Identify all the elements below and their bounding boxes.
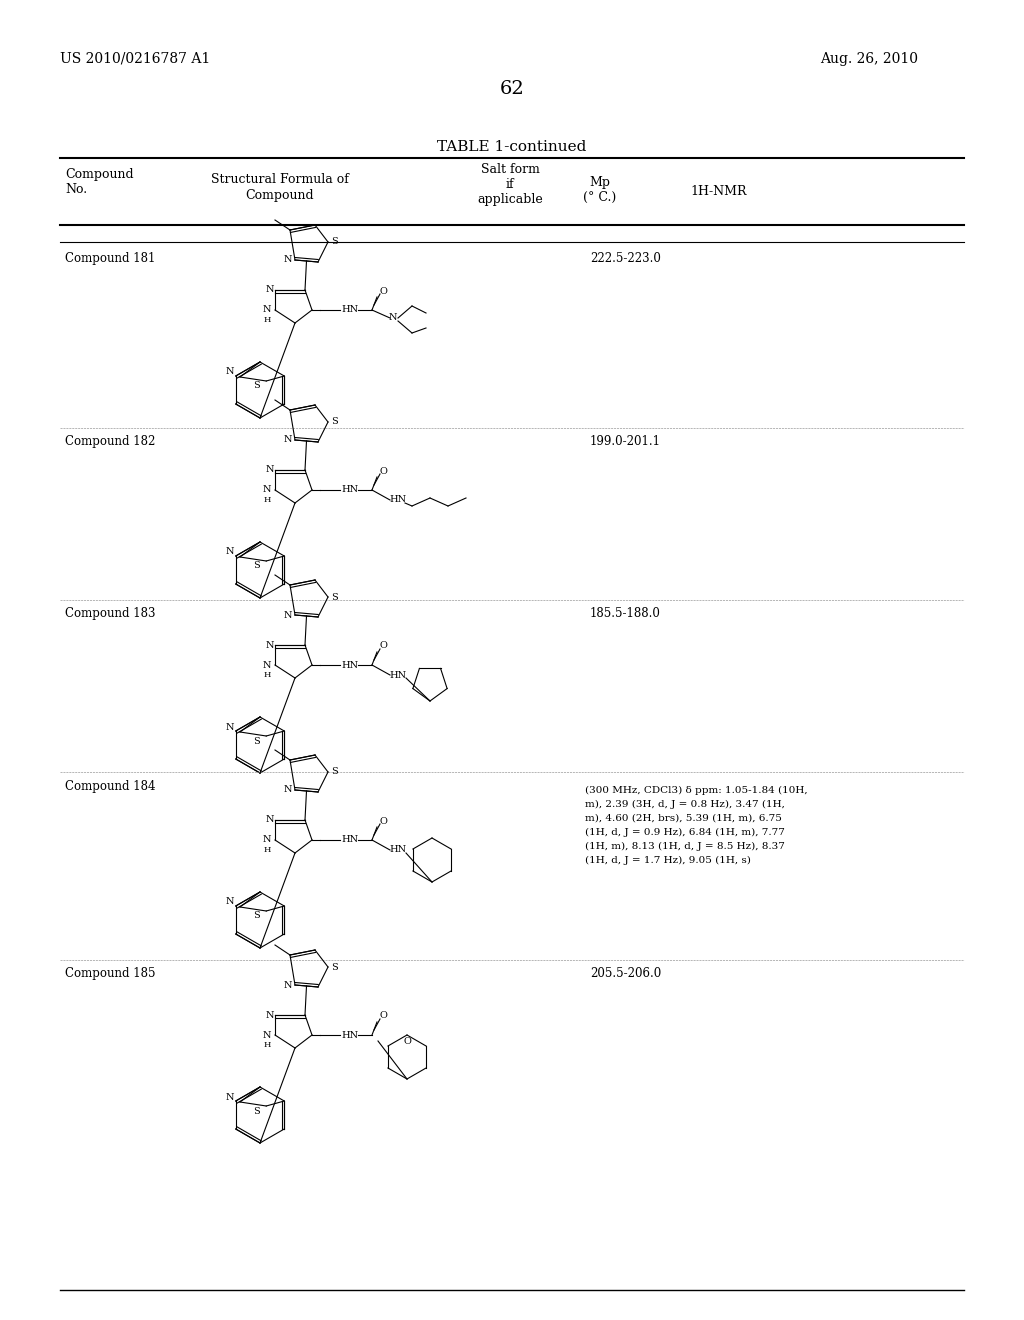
Text: S: S [253,1106,260,1115]
Text: 205.5-206.0: 205.5-206.0 [590,968,662,979]
Text: HN: HN [341,305,358,314]
Text: applicable: applicable [477,193,543,206]
Text: Compound 184: Compound 184 [65,780,156,793]
Text: H: H [263,315,270,323]
Text: O: O [379,817,387,825]
Text: 1H-NMR: 1H-NMR [690,185,746,198]
Text: O: O [379,286,387,296]
Text: HN: HN [341,660,358,669]
Text: Compound 182: Compound 182 [65,436,156,447]
Text: Compound 181: Compound 181 [65,252,156,265]
Text: N: N [284,785,292,795]
Text: N: N [263,836,271,845]
Text: O: O [379,466,387,475]
Text: S: S [332,962,338,972]
Text: 199.0-201.1: 199.0-201.1 [590,436,662,447]
Text: if: if [506,178,514,191]
Text: HN: HN [389,495,407,504]
Text: N: N [284,256,292,264]
Text: TABLE 1-continued: TABLE 1-continued [437,140,587,154]
Text: (° C.): (° C.) [584,191,616,205]
Text: N: N [284,610,292,619]
Text: N: N [225,898,234,907]
Text: (1H, d, J = 1.7 Hz), 9.05 (1H, s): (1H, d, J = 1.7 Hz), 9.05 (1H, s) [585,855,751,865]
Text: N: N [266,1011,274,1019]
Text: N: N [225,1093,234,1101]
Text: HN: HN [341,836,358,845]
Text: m), 4.60 (2H, brs), 5.39 (1H, m), 6.75: m), 4.60 (2H, brs), 5.39 (1H, m), 6.75 [585,814,782,822]
Text: H: H [263,671,270,678]
Text: HN: HN [389,846,407,854]
Text: N: N [266,466,274,474]
Text: N: N [263,305,271,314]
Text: US 2010/0216787 A1: US 2010/0216787 A1 [60,51,210,66]
Text: O: O [379,642,387,651]
Text: N: N [225,367,234,376]
Text: Compound: Compound [65,168,133,181]
Text: H: H [263,496,270,504]
Text: N: N [266,640,274,649]
Text: S: S [253,381,260,391]
Text: S: S [332,238,338,247]
Text: N: N [284,981,292,990]
Text: N: N [266,285,274,294]
Text: N: N [263,660,271,669]
Text: HN: HN [389,671,407,680]
Text: (1H, d, J = 0.9 Hz), 6.84 (1H, m), 7.77: (1H, d, J = 0.9 Hz), 6.84 (1H, m), 7.77 [585,828,784,837]
Text: N: N [284,436,292,445]
Text: (1H, m), 8.13 (1H, d, J = 8.5 Hz), 8.37: (1H, m), 8.13 (1H, d, J = 8.5 Hz), 8.37 [585,842,784,851]
Text: Compound 183: Compound 183 [65,607,156,620]
Text: 222.5-223.0: 222.5-223.0 [590,252,660,265]
Text: S: S [332,767,338,776]
Text: (300 MHz, CDCl3) δ ppm: 1.05-1.84 (10H,: (300 MHz, CDCl3) δ ppm: 1.05-1.84 (10H, [585,785,808,795]
Text: HN: HN [341,486,358,495]
Text: S: S [332,417,338,426]
Text: S: S [332,593,338,602]
Text: O: O [379,1011,387,1020]
Text: 185.5-188.0: 185.5-188.0 [590,607,660,620]
Text: Compound: Compound [246,189,314,202]
Text: 62: 62 [500,81,524,98]
Text: Compound 185: Compound 185 [65,968,156,979]
Text: HN: HN [341,1031,358,1040]
Text: H: H [263,1041,270,1049]
Text: S: S [253,561,260,570]
Text: N: N [225,548,234,557]
Text: N: N [263,1031,271,1040]
Text: Mp: Mp [590,176,610,189]
Text: Salt form: Salt form [480,162,540,176]
Text: N: N [225,722,234,731]
Text: Aug. 26, 2010: Aug. 26, 2010 [820,51,918,66]
Text: m), 2.39 (3H, d, J = 0.8 Hz), 3.47 (1H,: m), 2.39 (3H, d, J = 0.8 Hz), 3.47 (1H, [585,800,784,809]
Text: N: N [266,816,274,825]
Text: S: S [253,912,260,920]
Text: O: O [403,1036,411,1045]
Text: Structural Formula of: Structural Formula of [211,173,349,186]
Text: N: N [389,314,397,322]
Text: H: H [263,846,270,854]
Text: N: N [263,486,271,495]
Text: S: S [253,737,260,746]
Text: No.: No. [65,183,87,195]
